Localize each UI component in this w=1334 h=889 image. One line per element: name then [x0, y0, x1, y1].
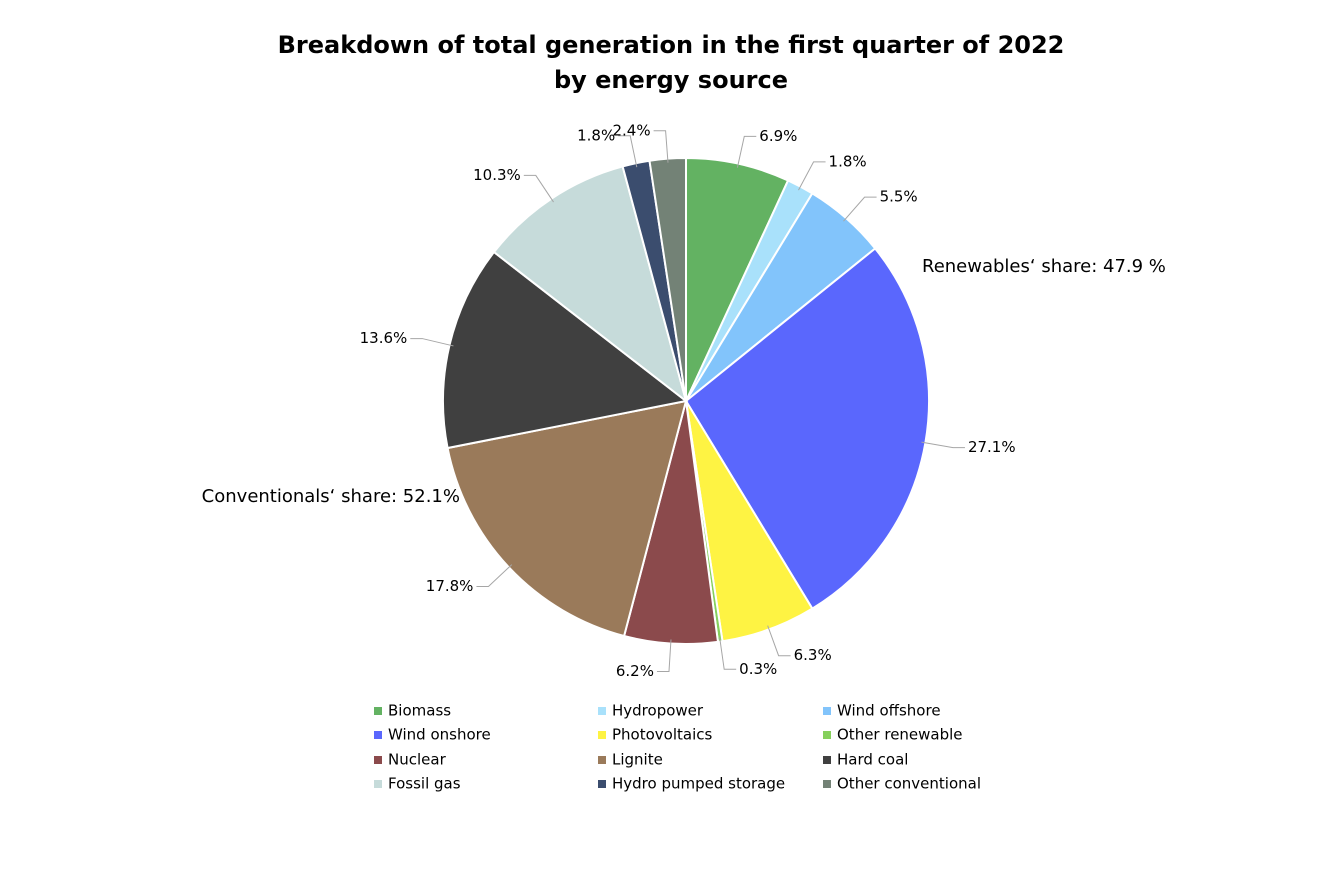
data-label: 10.3%	[473, 166, 521, 184]
legend-swatch	[823, 731, 831, 739]
chart-title: Breakdown of total generation in the fir…	[277, 31, 1065, 94]
data-label: 6.3%	[794, 646, 832, 664]
legend-swatch	[823, 756, 831, 764]
leader-line	[618, 135, 638, 168]
legend-swatch	[374, 707, 382, 715]
legend-label: Biomass	[388, 702, 451, 720]
leader-line	[843, 196, 877, 222]
legend-label: Hydro pumped storage	[612, 775, 785, 793]
leader-line	[736, 135, 757, 168]
data-label: 6.2%	[616, 662, 654, 680]
leader-line	[410, 338, 454, 347]
legend-swatch	[374, 756, 382, 764]
legend-swatch	[598, 756, 606, 764]
legend-label: Wind offshore	[837, 702, 941, 720]
leader-line	[798, 161, 826, 191]
data-label: 1.8%	[577, 126, 615, 144]
legend-label: Fossil gas	[388, 775, 461, 793]
data-label: 13.6%	[360, 329, 408, 347]
legend-label: Other renewable	[837, 726, 963, 744]
leader-line	[767, 625, 791, 657]
legend-label: Wind onshore	[388, 726, 491, 744]
leader-line	[656, 639, 672, 672]
data-label: 6.9%	[759, 127, 797, 145]
leader-line	[476, 564, 513, 588]
legend-swatch	[598, 780, 606, 788]
leader-line	[523, 174, 554, 203]
legend-swatch	[598, 731, 606, 739]
data-label: 1.8%	[829, 152, 867, 170]
data-label: 2.4%	[612, 121, 650, 139]
legend-label: Hard coal	[837, 751, 908, 769]
data-label: 0.3%	[739, 660, 777, 678]
legend-label: Hydropower	[612, 702, 704, 720]
legend-swatch	[374, 731, 382, 739]
data-label: 17.8%	[426, 577, 474, 595]
legend-swatch	[823, 780, 831, 788]
data-label: 27.1%	[968, 438, 1016, 456]
legend-label: Other conventional	[837, 775, 981, 793]
data-label: 5.5%	[880, 188, 918, 206]
legend-label: Photovoltaics	[612, 726, 712, 744]
legend-swatch	[823, 707, 831, 715]
legend-swatch	[374, 780, 382, 788]
annotation: Conventionals‘ share: 52.1%	[202, 486, 460, 507]
legend-label: Lignite	[612, 751, 663, 769]
annotation: Renewables‘ share: 47.9 %	[922, 256, 1166, 277]
leader-line	[719, 637, 737, 670]
legend-label: Nuclear	[388, 751, 447, 769]
legend-swatch	[598, 707, 606, 715]
leader-line	[653, 130, 669, 163]
leader-line	[921, 441, 965, 449]
